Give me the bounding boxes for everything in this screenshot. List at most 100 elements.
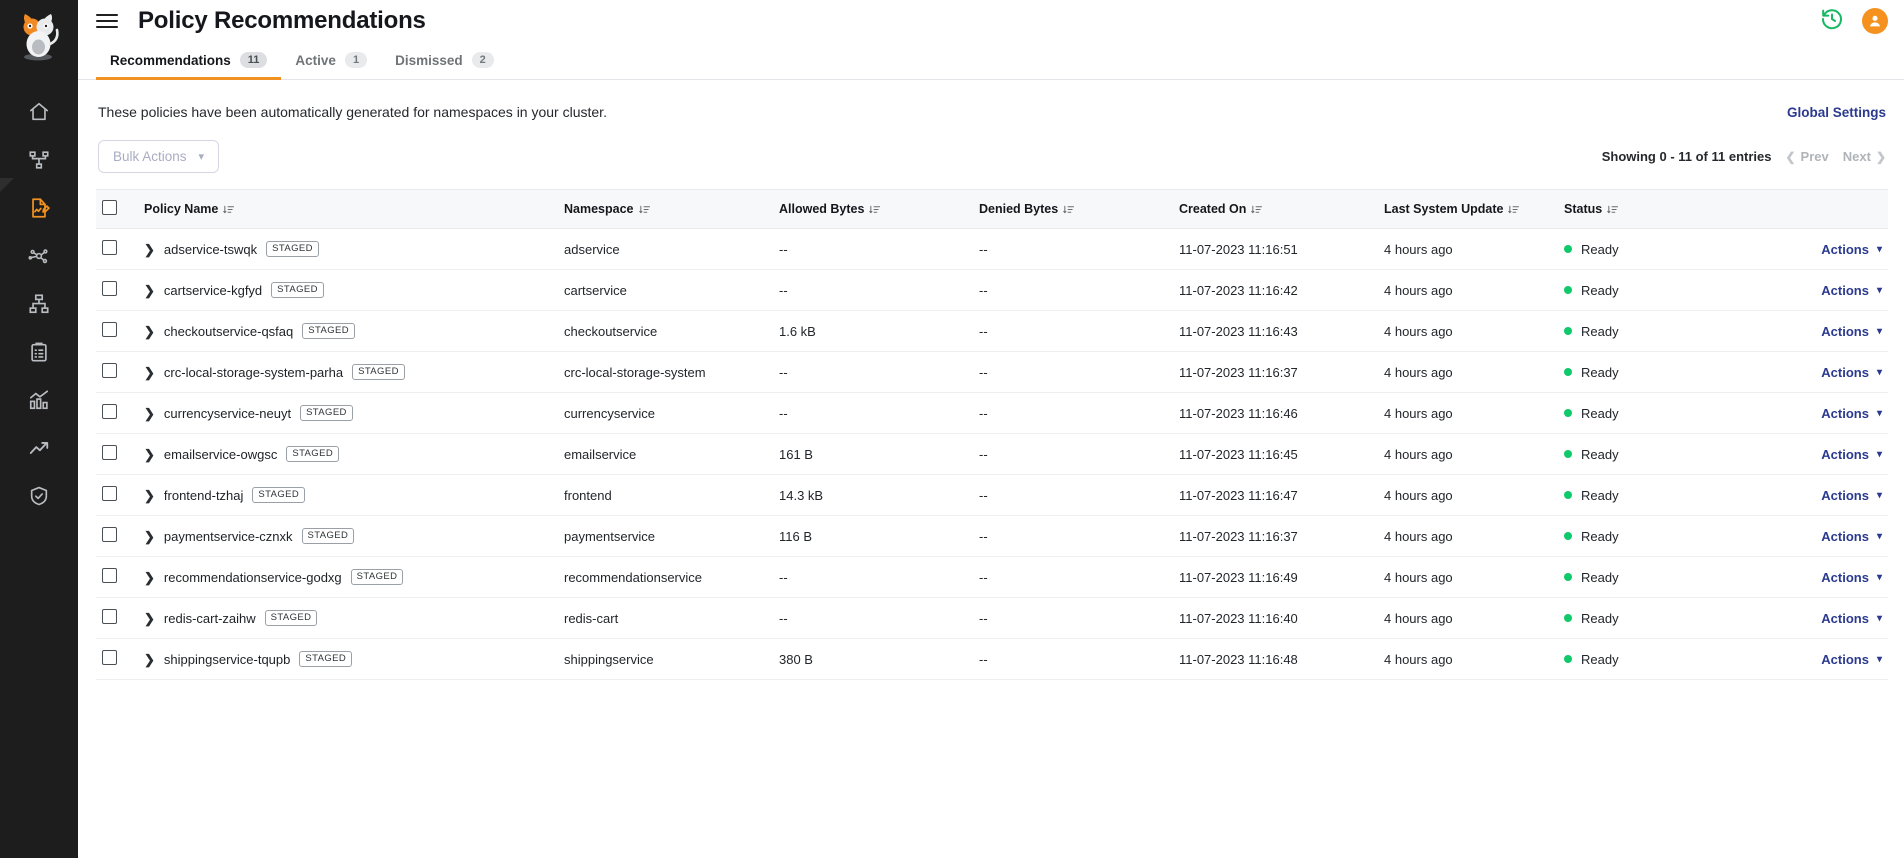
expand-row-icon[interactable]: ❯ xyxy=(144,528,155,544)
pagination-summary: Showing 0 - 11 of 11 entries xyxy=(1601,149,1772,164)
column-label-policy-name: Policy Name xyxy=(144,202,219,216)
tab-active-label: Active xyxy=(295,52,336,68)
prev-page-button[interactable]: ❮ Prev xyxy=(1785,149,1828,164)
column-header-denied-bytes[interactable]: Denied Bytes xyxy=(973,189,1173,229)
row-actions-button[interactable]: Actions ▾ xyxy=(1764,611,1882,626)
chevron-down-icon: ▾ xyxy=(1876,530,1882,542)
select-all-checkbox[interactable] xyxy=(102,200,117,215)
sort-icon xyxy=(1607,205,1619,213)
namespace-cell: emailservice xyxy=(558,433,773,475)
row-actions-button[interactable]: Actions ▾ xyxy=(1764,283,1882,298)
table-row: ❯ currencyservice-neuyt STAGED currencyserv… xyxy=(96,392,1888,434)
sidebar-item-policies[interactable] xyxy=(0,178,78,232)
expand-row-icon[interactable]: ❯ xyxy=(144,651,155,667)
row-select-cell xyxy=(96,392,138,434)
next-page-button[interactable]: Next ❯ xyxy=(1843,149,1886,164)
column-header-created-on[interactable]: Created On xyxy=(1173,189,1378,229)
expand-row-icon[interactable]: ❯ xyxy=(144,241,155,257)
sort-icon xyxy=(1251,205,1263,213)
row-actions-button[interactable]: Actions ▾ xyxy=(1764,324,1882,339)
expand-row-icon[interactable]: ❯ xyxy=(144,610,155,626)
chevron-left-icon: ❮ xyxy=(1785,149,1796,164)
row-actions-cell: Actions ▾ xyxy=(1758,433,1888,475)
row-select-cell xyxy=(96,597,138,639)
status-indicator-icon xyxy=(1564,491,1572,499)
tab-recommendations[interactable]: Recommendations 11 xyxy=(96,52,282,80)
row-actions-button[interactable]: Actions ▾ xyxy=(1764,529,1882,544)
expand-row-icon[interactable]: ❯ xyxy=(144,487,155,503)
row-actions-button[interactable]: Actions ▾ xyxy=(1764,570,1882,585)
row-actions-button[interactable]: Actions ▾ xyxy=(1764,488,1882,503)
status-label: Ready xyxy=(1581,610,1619,626)
column-header-status[interactable]: Status xyxy=(1558,189,1758,229)
column-header-policy-name[interactable]: Policy Name xyxy=(138,189,558,229)
next-page-label: Next xyxy=(1842,149,1871,164)
sidebar-item-trends[interactable] xyxy=(0,424,78,472)
sort-icon xyxy=(1508,205,1520,213)
last-system-update-cell: 4 hours ago xyxy=(1378,515,1558,557)
history-restore-icon[interactable] xyxy=(1820,7,1844,36)
status-label: Ready xyxy=(1581,364,1619,380)
policy-name-label: frontend-tzhaj xyxy=(163,487,244,503)
cat-mascot-logo[interactable] xyxy=(0,0,78,72)
sidebar-item-network-graph[interactable] xyxy=(0,232,78,280)
expand-row-icon[interactable]: ❯ xyxy=(144,446,155,462)
column-header-allowed-bytes[interactable]: Allowed Bytes xyxy=(773,189,973,229)
row-checkbox[interactable] xyxy=(102,486,117,501)
policy-name-cell: ❯ recommendationservice-godxg STAGED xyxy=(138,556,558,598)
global-settings-link[interactable]: Global Settings xyxy=(1786,104,1886,120)
sidebar-item-topology[interactable] xyxy=(0,136,78,184)
status-indicator-icon xyxy=(1564,655,1572,663)
row-checkbox[interactable] xyxy=(102,240,117,255)
row-checkbox[interactable] xyxy=(102,281,117,296)
main-area: Policy Recommendations Recommendations 1… xyxy=(78,0,1904,858)
expand-row-icon[interactable]: ❯ xyxy=(144,282,155,298)
status-label: Ready xyxy=(1581,446,1619,462)
row-checkbox[interactable] xyxy=(102,322,117,337)
row-checkbox[interactable] xyxy=(102,527,117,542)
row-checkbox[interactable] xyxy=(102,650,117,665)
row-actions-button[interactable]: Actions ▾ xyxy=(1764,652,1882,667)
tab-active[interactable]: Active 1 xyxy=(281,52,381,80)
page-description: These policies have been automatically g… xyxy=(98,104,607,120)
row-actions-label: Actions xyxy=(1821,528,1869,544)
row-actions-button[interactable]: Actions ▾ xyxy=(1764,242,1882,257)
staged-badge: STAGED xyxy=(286,446,340,462)
namespace-cell: adservice xyxy=(558,228,773,270)
hamburger-icon[interactable] xyxy=(96,9,120,33)
tab-dismissed-count: 2 xyxy=(471,52,494,68)
expand-row-icon[interactable]: ❯ xyxy=(144,405,155,421)
sort-icon xyxy=(869,205,881,213)
row-actions-cell: Actions ▾ xyxy=(1758,351,1888,393)
row-checkbox[interactable] xyxy=(102,568,117,583)
row-checkbox[interactable] xyxy=(102,609,117,624)
expand-row-icon[interactable]: ❯ xyxy=(144,569,155,585)
row-actions-label: Actions xyxy=(1821,569,1869,585)
bulk-actions-button[interactable]: Bulk Actions ▾ xyxy=(98,140,220,173)
row-select-cell xyxy=(96,228,138,270)
expand-row-icon[interactable]: ❯ xyxy=(144,323,155,339)
sidebar-item-home[interactable] xyxy=(0,88,78,136)
created-on-cell: 11-07-2023 11:16:43 xyxy=(1173,310,1378,352)
row-checkbox[interactable] xyxy=(102,404,117,419)
row-actions-button[interactable]: Actions ▾ xyxy=(1764,365,1882,380)
denied-bytes-cell: -- xyxy=(973,433,1173,475)
sidebar-item-hierarchy[interactable] xyxy=(0,280,78,328)
expand-row-icon[interactable]: ❯ xyxy=(144,364,155,380)
sidebar-item-reports[interactable] xyxy=(0,376,78,424)
status-indicator-icon xyxy=(1564,245,1572,253)
status-label: Ready xyxy=(1581,487,1619,503)
tab-dismissed-label: Dismissed xyxy=(395,52,463,68)
user-avatar-icon[interactable] xyxy=(1862,8,1888,34)
row-checkbox[interactable] xyxy=(102,445,117,460)
column-header-last-system-update[interactable]: Last System Update xyxy=(1378,189,1558,229)
column-header-namespace[interactable]: Namespace xyxy=(558,189,773,229)
column-label-allowed-bytes: Allowed Bytes xyxy=(779,202,865,216)
tab-dismissed[interactable]: Dismissed 2 xyxy=(381,52,508,80)
row-actions-button[interactable]: Actions ▾ xyxy=(1764,447,1882,462)
sidebar-item-compliance[interactable] xyxy=(0,472,78,520)
row-checkbox[interactable] xyxy=(102,363,117,378)
sidebar-item-audit-logs[interactable] xyxy=(0,328,78,376)
namespace-cell: paymentservice xyxy=(558,515,773,557)
row-actions-button[interactable]: Actions ▾ xyxy=(1764,406,1882,421)
